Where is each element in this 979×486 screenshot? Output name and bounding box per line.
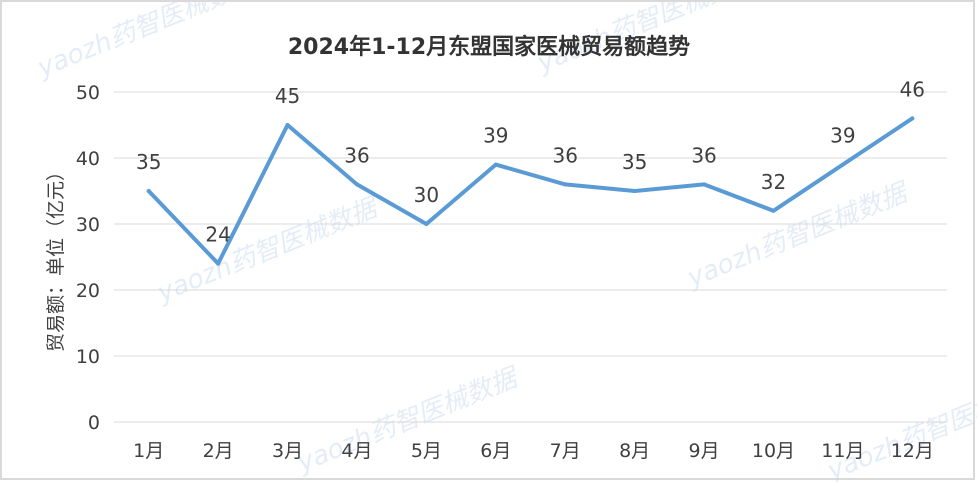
x-tick-label: 12月: [891, 440, 934, 462]
data-point: [632, 189, 637, 193]
data-label-layer: 35 24 45 36 30 39 36 35 36 32 39 46: [136, 77, 925, 246]
y-tick-label: 20: [76, 280, 100, 302]
data-point: [771, 208, 776, 213]
y-axis-label: 贸易额：单位（亿元）: [45, 162, 67, 352]
y-tick-label: 50: [76, 82, 100, 104]
data-point: [285, 123, 290, 127]
data-label: 24: [205, 223, 230, 247]
y-tick-label: 30: [76, 214, 100, 236]
y-tick-label: 40: [76, 148, 100, 170]
watermark-text: yaozh药智医械数据: [152, 192, 384, 309]
x-tick-label: 1月: [133, 440, 164, 462]
gridlines: [114, 91, 947, 423]
series-line: [146, 116, 915, 266]
x-tick-label: 3月: [272, 440, 303, 462]
data-label: 36: [691, 143, 716, 167]
data-point: [910, 116, 915, 121]
chart-title: 2024年1-12月东盟国家医械贸易额趋势: [288, 34, 690, 60]
data-label: 45: [275, 84, 300, 108]
x-tick-label: 5月: [411, 440, 442, 462]
data-label: 35: [622, 150, 647, 174]
y-tick-label: 0: [88, 412, 100, 434]
data-label: 30: [414, 183, 439, 207]
data-point: [702, 182, 707, 187]
data-label: 35: [136, 150, 161, 174]
x-tick-label: 2月: [203, 440, 234, 462]
data-point: [354, 182, 359, 187]
x-tick-label: 4月: [341, 440, 372, 462]
data-label: 46: [900, 77, 925, 101]
data-point: [146, 189, 151, 193]
data-point: [493, 162, 498, 167]
x-tick-label: 9月: [688, 440, 719, 462]
x-axis-ticks: 1月 2月 3月 4月 5月 6月 7月 8月 9月 10月 11月 12月: [133, 440, 934, 462]
data-point: [840, 162, 845, 167]
x-tick-label: 10月: [752, 440, 795, 462]
series-line-layer: [146, 116, 915, 266]
watermark-text: yaozh药智医械数据: [32, 2, 264, 84]
x-tick-label: 8月: [619, 440, 650, 462]
data-label: 36: [552, 143, 577, 167]
data-label: 39: [483, 124, 508, 148]
data-label: 39: [830, 124, 855, 148]
x-tick-label: 7月: [550, 440, 581, 462]
y-axis-ticks: 0 10 20 30 40 50: [76, 82, 100, 434]
data-point: [563, 182, 568, 187]
data-label: 32: [761, 170, 786, 194]
x-tick-label: 11月: [821, 440, 864, 462]
x-tick-label: 6月: [480, 440, 511, 462]
data-label: 36: [344, 143, 369, 167]
y-tick-label: 10: [76, 346, 100, 368]
data-point: [424, 222, 429, 226]
data-point: [216, 261, 221, 266]
watermark-text: yaozh药智医械数据: [822, 370, 977, 482]
